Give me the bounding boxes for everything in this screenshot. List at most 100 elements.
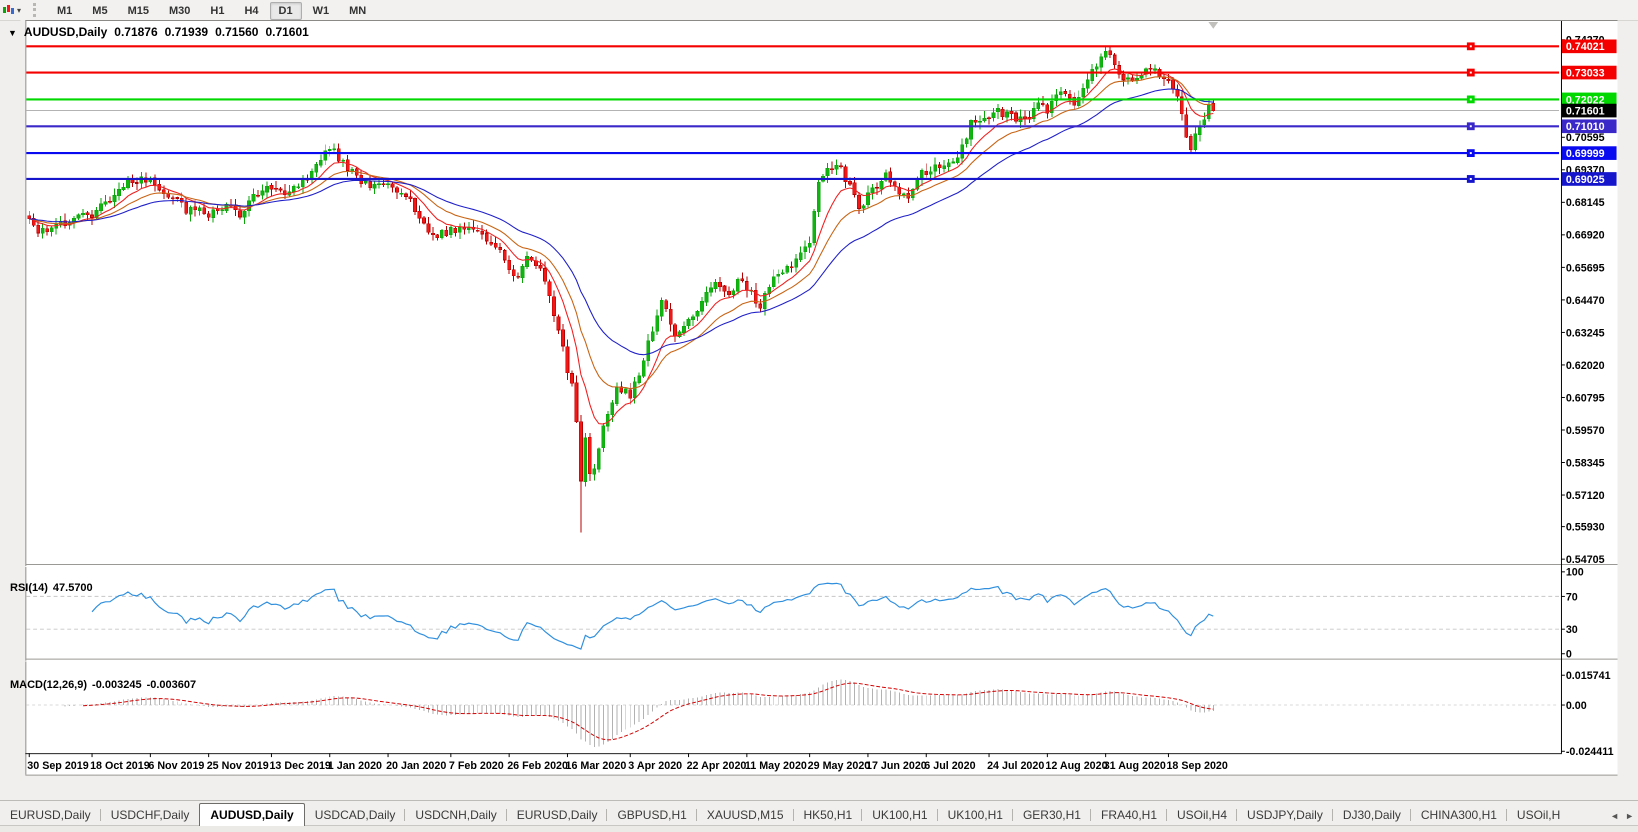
timeframe-button-h1[interactable]: H1 — [201, 2, 233, 20]
chevron-down-icon[interactable]: ▾ — [17, 5, 22, 15]
price-tick-label: 0.68145 — [1566, 197, 1605, 209]
timeframe-button-w1[interactable]: W1 — [304, 2, 339, 20]
price-tick-label: 0.57120 — [1566, 490, 1605, 502]
date-tick-label: 7 Feb 2020 — [449, 760, 504, 772]
price-tick-label: 0.63245 — [1566, 327, 1605, 339]
chart-tab-dj30-daily[interactable]: DJ30,Daily — [1331, 805, 1411, 826]
chart-tab-eurusd-daily[interactable]: EURUSD,Daily — [10, 808, 91, 822]
ohlc-low: 0.71560 — [215, 25, 259, 39]
chart-tab-eurusd-daily[interactable]: EURUSD,Daily — [505, 805, 608, 826]
status-bar — [0, 825, 1638, 832]
rsi-value: 47.5700 — [52, 582, 93, 594]
chart-tab-bar: EURUSD,Daily USDCHF,Daily AUDUSD,Daily USDC… — [0, 800, 1638, 826]
price-tick-label: 0.65695 — [1566, 262, 1605, 274]
price-tick-label: 0.64470 — [1566, 295, 1605, 307]
date-tick-label: 1 Jan 2020 — [328, 760, 382, 772]
price-tick-label: 0.60795 — [1566, 392, 1605, 404]
date-tick-label: 22 Apr 2020 — [687, 760, 747, 772]
date-tick-label: 3 Apr 2020 — [628, 760, 682, 772]
macd-main-value: -0.003245 — [92, 679, 142, 691]
chart-canvas[interactable]: 0.742700.730450.718200.705950.693700.681… — [0, 20, 1638, 800]
toolbar-drag-handle[interactable] — [33, 3, 41, 17]
level-price-chip: 0.72022 — [1566, 94, 1605, 106]
chart-type-icon[interactable] — [2, 3, 16, 17]
macd-signal-line — [83, 682, 1214, 741]
timeframe-button-m5[interactable]: M5 — [83, 2, 116, 20]
date-tick-label: 25 Nov 2019 — [207, 760, 269, 772]
macd-pane: 0.015741 0.00 -0.024411 — [26, 670, 1614, 758]
price-tick-label: 0.70595 — [1566, 132, 1605, 144]
price-tick-label: 0.59570 — [1566, 425, 1605, 437]
macd-indicator-label: MACD(12,26,9) -0.003245 -0.003607 — [10, 679, 196, 691]
current-price-chip: 0.71601 — [1566, 105, 1605, 117]
timeframe-button-h4[interactable]: H4 — [235, 2, 267, 20]
date-tick-label: 18 Sep 2020 — [1166, 760, 1227, 772]
symbol-dropdown-icon[interactable]: ▼ — [8, 28, 17, 38]
rsi-tick-label: 100 — [1566, 567, 1584, 579]
chart-tab-china300-h1[interactable]: CHINA300,H1 — [1409, 805, 1507, 826]
chart-shift-marker[interactable] — [1208, 21, 1219, 29]
timeframe-buttons: M1 M5 M15 M30 H1 H4 D1 W1 MN — [47, 1, 376, 20]
date-tick-label: 20 Jan 2020 — [386, 760, 446, 772]
chart-tab-usoil-h[interactable]: USOil,H — [1505, 805, 1570, 826]
date-tick-label: 13 Dec 2019 — [269, 760, 330, 772]
date-tick-label: 6 Jul 2020 — [924, 760, 975, 772]
macd-tick-label: 0.015741 — [1566, 670, 1611, 682]
chart-tab-uk100-h1[interactable]: UK100,H1 — [936, 805, 1013, 826]
rsi-line — [91, 582, 1214, 650]
rsi-name: RSI(14) — [10, 582, 48, 594]
macd-histogram — [64, 679, 1214, 747]
rsi-indicator-label: RSI(14) 47.5700 — [10, 582, 93, 594]
ohlc-close: 0.71601 — [265, 25, 309, 39]
chart-tab-gbpusd-h1[interactable]: GBPUSD,H1 — [606, 805, 696, 826]
price-tick-label: 0.54705 — [1566, 554, 1605, 566]
chart-tab-uk100-h1[interactable]: UK100,H1 — [861, 805, 937, 826]
timeframe-button-mn[interactable]: MN — [340, 2, 375, 20]
macd-signal-value: -0.003607 — [146, 679, 197, 691]
price-tick-label: 0.55930 — [1566, 522, 1605, 534]
chart-tab-xauusd-m15[interactable]: XAUUSD,M15 — [695, 805, 794, 826]
chart-tab-hk50-h1[interactable]: HK50,H1 — [792, 805, 863, 826]
date-tick-label: 18 Oct 2019 — [90, 760, 150, 772]
price-tick-label: 0.62020 — [1566, 360, 1605, 372]
chart-tab-usdjpy-daily[interactable]: USDJPY,Daily — [1236, 805, 1333, 826]
chart-tab-usdcnh-daily[interactable]: USDCNH,Daily — [404, 805, 506, 826]
macd-name: MACD(12,26,9) — [10, 679, 88, 691]
timeframe-button-m15[interactable]: M15 — [119, 2, 158, 20]
chart-tab-ger30-h1[interactable]: GER30,H1 — [1011, 805, 1091, 826]
date-tick-label: 31 Aug 2020 — [1104, 760, 1166, 772]
rsi-tick-label: 30 — [1566, 624, 1578, 636]
chart-tab-usoil-h4[interactable]: USOil,H4 — [1166, 805, 1237, 826]
timeframe-toolbar: ▾ M1 M5 M15 M30 H1 H4 D1 W1 MN — [0, 0, 1638, 21]
level-price-chip: 0.69025 — [1566, 174, 1605, 186]
timeframe-button-d1[interactable]: D1 — [269, 1, 302, 20]
rsi-tick-label: 0 — [1566, 649, 1572, 661]
ohlc-high: 0.71939 — [164, 25, 209, 39]
date-tick-label: 11 May 2020 — [745, 760, 807, 772]
level-price-chip: 0.69999 — [1566, 148, 1605, 160]
ohlc-open: 0.71876 — [114, 25, 158, 39]
date-tick-label: 12 Aug 2020 — [1045, 760, 1107, 772]
chart-tab-fra40-h1[interactable]: FRA40,H1 — [1089, 805, 1167, 826]
macd-tick-label: 0.00 — [1566, 700, 1587, 712]
chart-title: ▼ AUDUSD,Daily 0.71876 0.71939 0.71560 0.7160… — [8, 25, 309, 39]
price-line-chips: 0.74021 0.73033 0.72022 0.71010 0.69999 0.690… — [1561, 39, 1617, 186]
date-tick-label: 6 Nov 2019 — [148, 760, 204, 772]
level-price-chip: 0.73033 — [1566, 67, 1605, 79]
macd-tick-label: -0.024411 — [1566, 746, 1614, 758]
mini-candles-glyph — [3, 5, 14, 14]
level-price-chip: 0.71010 — [1566, 121, 1605, 133]
date-tick-label: 24 Jul 2020 — [987, 760, 1044, 772]
chart-tab-usdchf-daily[interactable]: USDCHF,Daily — [99, 805, 200, 826]
tabs-scroll-left-icon[interactable]: ◄ — [1610, 811, 1620, 821]
tabs-scroll-right-icon[interactable]: ► — [1625, 811, 1634, 821]
chart-tab-audusd-daily[interactable]: AUDUSD,Daily — [199, 803, 305, 826]
date-tick-label: 26 Feb 2020 — [507, 760, 568, 772]
timeframe-button-m1[interactable]: M1 — [48, 2, 81, 20]
chart-tab-usdcad-daily[interactable]: USDCAD,Daily — [303, 805, 406, 826]
price-tick-label: 0.58345 — [1566, 457, 1605, 469]
date-tick-label: 16 Mar 2020 — [566, 760, 627, 772]
level-price-chip: 0.74021 — [1566, 41, 1605, 53]
timeframe-button-m30[interactable]: M30 — [160, 2, 199, 20]
